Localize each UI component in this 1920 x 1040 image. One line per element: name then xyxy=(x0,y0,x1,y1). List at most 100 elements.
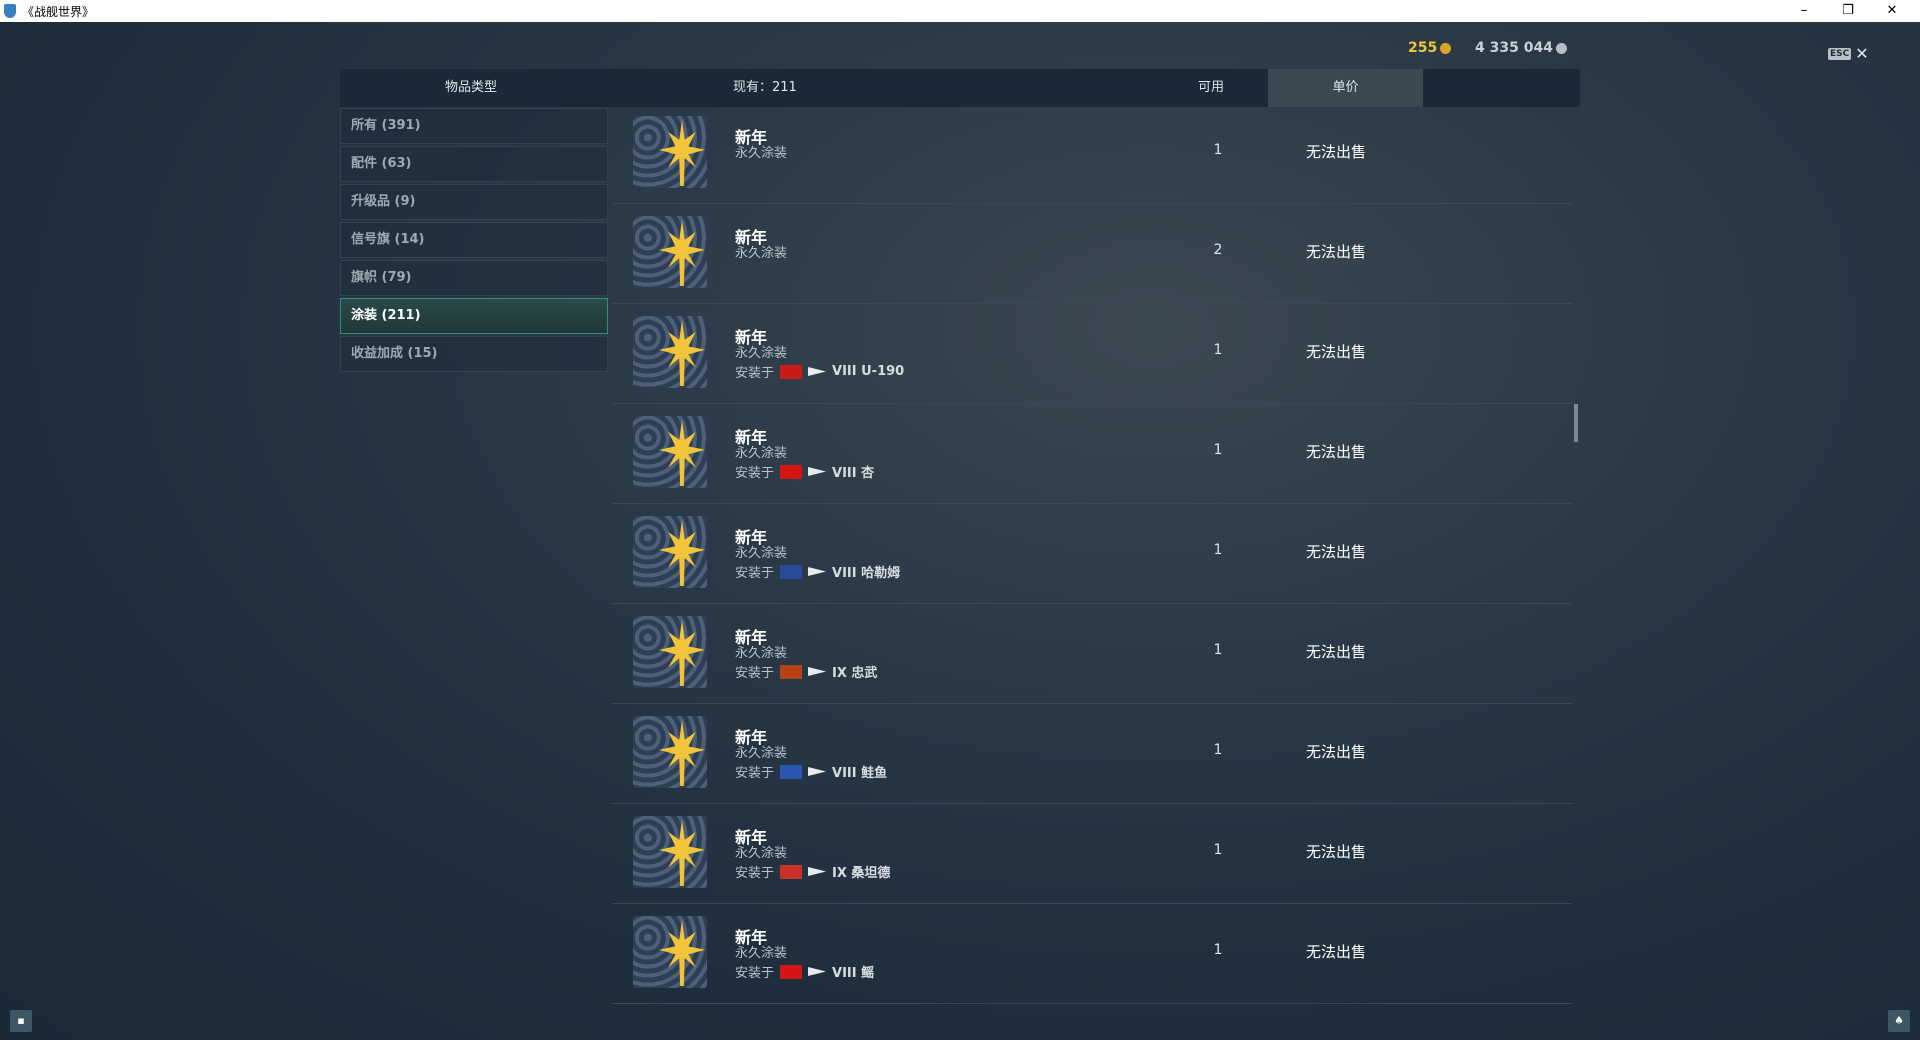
camouflage-thumbnail xyxy=(633,816,707,888)
item-type: 永久涂装 xyxy=(735,246,788,261)
installed-label: 安装于 xyxy=(735,366,775,381)
bell-icon[interactable]: ♠ xyxy=(1888,1010,1910,1032)
star-icon xyxy=(659,520,705,586)
item-price: 无法出售 xyxy=(1306,943,1367,961)
esc-key-icon: ESC xyxy=(1828,47,1852,60)
camouflage-thumbnail xyxy=(633,216,707,288)
item-list: 新年 永久涂装 1 无法出售 新年 永久涂装 2 无法出售 新年 永久涂装 安装于… xyxy=(612,104,1572,1040)
camouflage-thumbnail xyxy=(633,516,707,588)
camouflage-thumbnail xyxy=(633,116,707,188)
header-available[interactable]: 可用 xyxy=(1198,80,1225,95)
camouflage-thumbnail xyxy=(633,316,707,388)
item-row[interactable]: 新年 永久涂装 安装于 VIII 鲑鱼 1 无法出售 xyxy=(612,704,1572,804)
item-count: 1 xyxy=(1213,742,1223,758)
star-icon xyxy=(659,720,705,786)
item-row[interactable]: 新年 永久涂装 2 无法出售 xyxy=(612,204,1572,304)
item-row[interactable]: 新年 永久涂装 安装于 VIII 哈勒姆 1 无法出售 xyxy=(612,504,1572,604)
item-count: 1 xyxy=(1213,942,1223,958)
camouflage-thumbnail xyxy=(633,716,707,788)
item-price: 无法出售 xyxy=(1306,643,1367,661)
table-header: 物品类型 现有：211 可用 单价 xyxy=(340,69,1580,107)
ship-class-icon xyxy=(808,667,827,676)
ship-name: VIII 哈勒姆 xyxy=(832,566,901,581)
credits-balance: 4 335 044 xyxy=(1475,40,1567,56)
item-row[interactable]: 新年 永久涂装 安装于 VIII 鳐 1 无法出售 xyxy=(612,904,1572,1004)
header-price-sort[interactable]: 单价 xyxy=(1268,69,1423,107)
camouflage-thumbnail xyxy=(633,916,707,988)
header-owned: 现有：211 xyxy=(733,80,797,95)
scrollbar[interactable] xyxy=(1574,404,1578,442)
item-price: 无法出售 xyxy=(1306,143,1367,161)
window-title: 《战舰世界》 xyxy=(22,4,95,19)
item-name: 新年 xyxy=(735,828,768,847)
ship-name: IX 桑坦德 xyxy=(832,866,891,881)
category-item[interactable]: 旗帜 (79) xyxy=(340,260,608,296)
credits-icon xyxy=(1555,42,1567,54)
item-name: 新年 xyxy=(735,328,768,347)
item-row[interactable]: 新年 永久涂装 安装于 IX 桑坦德 1 无法出售 xyxy=(612,804,1572,904)
item-count: 2 xyxy=(1213,242,1223,258)
ship-class-icon xyxy=(808,567,827,576)
gold-balance: 255 xyxy=(1408,40,1452,56)
installed-label: 安装于 xyxy=(735,766,775,781)
item-price: 无法出售 xyxy=(1306,743,1367,761)
background xyxy=(0,22,1920,1040)
nation-flag-icon xyxy=(780,364,803,379)
close-window-button[interactable]: ✕ xyxy=(1886,3,1898,18)
item-name: 新年 xyxy=(735,628,768,647)
installed-on: 安装于 VIII U-190 xyxy=(735,362,904,381)
item-price: 无法出售 xyxy=(1306,443,1367,461)
nation-flag-icon xyxy=(780,864,803,879)
ship-class-icon xyxy=(808,967,827,976)
item-type: 永久涂装 xyxy=(735,446,788,461)
item-count: 1 xyxy=(1213,842,1223,858)
ship-class-icon xyxy=(808,767,827,776)
restore-button[interactable]: ❐ xyxy=(1842,3,1854,18)
esc-close-button[interactable]: ESC ✕ xyxy=(1828,44,1869,63)
category-item[interactable]: 所有 (391) xyxy=(340,108,608,144)
category-item[interactable]: 信号旗 (14) xyxy=(340,222,608,258)
star-icon xyxy=(659,220,705,286)
category-item[interactable]: 收益加成 (15) xyxy=(340,336,608,372)
close-icon[interactable]: ✕ xyxy=(1855,44,1869,63)
star-icon xyxy=(659,620,705,686)
installed-on: 安装于 VIII 哈勒姆 xyxy=(735,562,900,581)
nation-flag-icon xyxy=(780,964,803,979)
item-row[interactable]: 新年 永久涂装 安装于 VIII 杏 1 无法出售 xyxy=(612,404,1572,504)
ship-class-icon xyxy=(808,467,827,476)
doubloon-icon xyxy=(1440,42,1452,54)
installed-on: 安装于 VIII 鲑鱼 xyxy=(735,762,887,781)
ship-class-icon xyxy=(808,367,827,376)
ship-name: VIII U-190 xyxy=(832,364,905,379)
item-price: 无法出售 xyxy=(1306,343,1367,361)
item-row[interactable]: 新年 永久涂装 安装于 IX 忠武 1 无法出售 xyxy=(612,604,1572,704)
credits-value: 4 335 044 xyxy=(1475,40,1553,56)
item-price: 无法出售 xyxy=(1306,243,1367,261)
item-name: 新年 xyxy=(735,228,768,247)
item-name: 新年 xyxy=(735,428,768,447)
item-name: 新年 xyxy=(735,528,768,547)
item-type: 永久涂装 xyxy=(735,146,788,161)
category-item[interactable]: 涂装 (211) xyxy=(340,298,608,334)
ship-name: VIII 杏 xyxy=(832,466,875,481)
item-type: 永久涂装 xyxy=(735,546,788,561)
category-item[interactable]: 配件 (63) xyxy=(340,146,608,182)
camouflage-thumbnail xyxy=(633,616,707,688)
item-row[interactable]: 新年 永久涂装 安装于 VIII U-190 1 无法出售 xyxy=(612,304,1572,404)
gold-value: 255 xyxy=(1408,40,1438,56)
ship-name: VIII 鲑鱼 xyxy=(832,766,888,781)
star-icon xyxy=(659,420,705,486)
installed-on: 安装于 VIII 鳐 xyxy=(735,962,874,981)
minimize-button[interactable]: – xyxy=(1800,3,1808,18)
chat-icon[interactable]: ▪ xyxy=(10,1010,32,1032)
ship-name: IX 忠武 xyxy=(832,666,878,681)
ship-class-icon xyxy=(808,867,827,876)
item-name: 新年 xyxy=(735,128,768,147)
star-icon xyxy=(659,820,705,886)
installed-label: 安装于 xyxy=(735,966,775,981)
category-item[interactable]: 升级品 (9) xyxy=(340,184,608,220)
item-count: 1 xyxy=(1213,542,1223,558)
header-category: 物品类型 xyxy=(445,80,498,95)
installed-label: 安装于 xyxy=(735,666,775,681)
item-row[interactable]: 新年 永久涂装 1 无法出售 xyxy=(612,104,1572,204)
